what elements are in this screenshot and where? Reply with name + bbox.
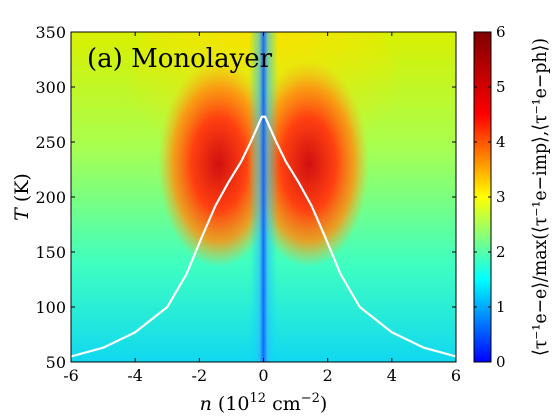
y-tick-label: 350 [35,23,66,42]
x-axis-ticks: -6 -4 -2 0 2 4 6 [63,32,461,385]
panel-label: (a) Monolayer [87,44,273,74]
x-axis-unit: (10 [218,393,250,415]
y-axis-ticks: 50 100 150 200 250 300 350 [35,23,456,372]
colorbar-tick-label: 1 [496,298,506,316]
x-tick-label: 6 [451,366,461,385]
x-axis-unit-cm-exponent: −2 [301,391,320,406]
y-tick-label: 200 [35,188,66,207]
x-axis-unit-close: ) [320,393,327,415]
x-tick-label: 4 [387,366,397,385]
y-axis-var: T [11,207,33,221]
colorbar-tick-label: 2 [496,243,506,261]
colorbar-tick-label: 4 [496,133,506,151]
heatmap-hot-region-right [247,60,370,268]
y-tick-label: 250 [35,133,66,152]
heatmap-hot-region-left [157,60,280,268]
heatmap-center-minimum [249,32,278,362]
x-tick-label: -6 [63,366,79,385]
y-tick-label: 50 [46,353,66,372]
colorbar-tick-label: 0 [496,353,506,371]
x-axis-var: n [200,393,212,415]
colorbar-tick-label: 6 [496,23,506,41]
colorbar-tick-label: 5 [496,78,506,96]
y-axis-label: T (K) [11,173,33,221]
x-tick-label: 2 [323,366,333,385]
x-tick-label: -4 [127,366,143,385]
x-axis-unit-cm: cm [266,393,301,415]
y-tick-label: 100 [35,298,66,317]
y-tick-label: 300 [35,78,66,97]
y-tick-label: 150 [35,243,66,262]
y-axis-unit: (K) [11,173,33,202]
white-curve [71,115,456,358]
colorbar-label: ⟨τ⁻¹e−e⟩/max(⟨τ⁻¹e−imp⟩,⟨τ⁻¹e−ph⟩) [529,38,551,356]
colorbar-tick-label: 3 [496,188,506,206]
colorbar-ticks: 0 1 2 3 4 5 6 [474,23,506,371]
x-axis-label: n (1012 cm−2) [200,391,328,415]
heatmap-plot-area [71,32,456,362]
x-tick-label: -2 [192,366,208,385]
x-axis-unit-exponent: 12 [250,391,267,406]
x-tick-label: 0 [258,366,268,385]
